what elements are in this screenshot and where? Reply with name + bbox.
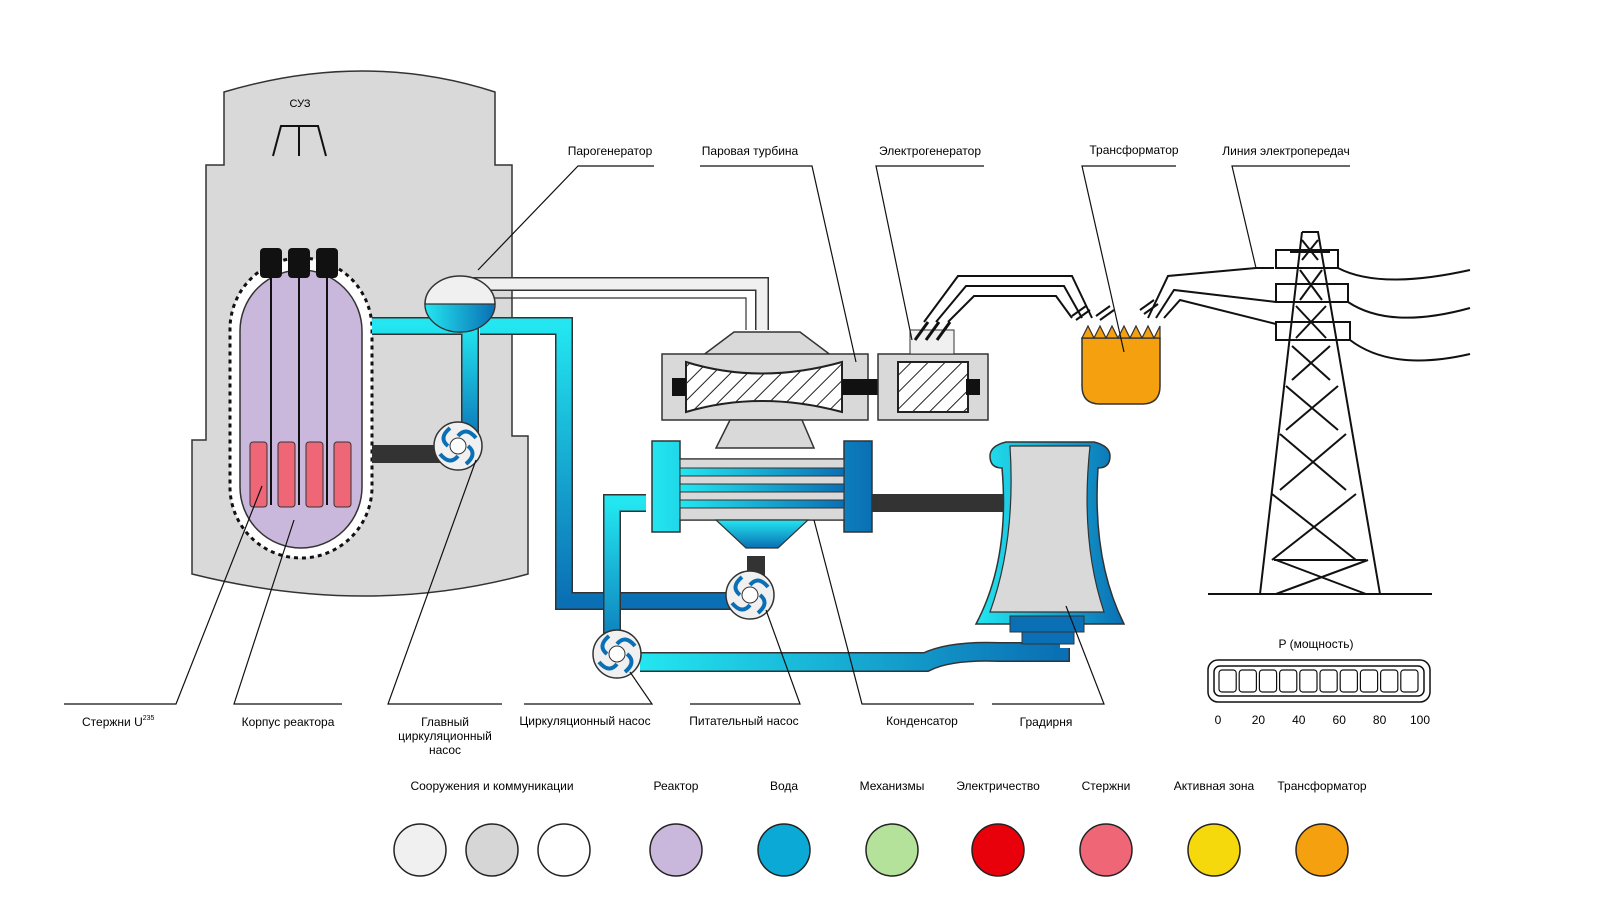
circulation-pump xyxy=(592,629,642,679)
legend-swatch xyxy=(1295,823,1349,877)
legend-swatch xyxy=(1187,823,1241,877)
fuel-rod-1 xyxy=(249,441,268,508)
legend: Сооружения и коммуникации Реактор Вода Меха… xyxy=(393,779,1367,877)
power-gauge-tick: 60 xyxy=(1333,713,1347,727)
steam-generator-label: Парогенератор xyxy=(568,144,653,158)
component-labels: Парогенератор Паровая турбина Электроген… xyxy=(82,143,1350,757)
electric-generator-label: Электрогенератор xyxy=(879,144,981,158)
main-pump-label-line3: насос xyxy=(429,743,461,757)
power-gauge-segment xyxy=(1218,669,1237,693)
legend-label: Активная зона xyxy=(1174,779,1255,793)
legend-label: Стержни xyxy=(1082,779,1131,793)
power-gauge-tick: 80 xyxy=(1373,713,1387,727)
steam-turbine-label: Паровая турбина xyxy=(702,144,799,158)
power-line-label: Линия электропередач xyxy=(1222,144,1349,158)
feed-pump-label: Питательный насос xyxy=(689,714,798,728)
power-gauge: P (мощность) 0 20 40 60 80 100 xyxy=(1207,637,1431,727)
power-gauge-segment xyxy=(1258,669,1278,693)
power-gauge-segment xyxy=(1299,669,1318,693)
transmission-pylon xyxy=(1259,231,1471,595)
power-gauge-segment xyxy=(1319,669,1338,693)
legend-label: Механизмы xyxy=(860,779,925,793)
legend-swatch xyxy=(865,823,919,877)
rod-drive-1 xyxy=(260,248,282,278)
legend-label: Электричество xyxy=(956,779,1040,793)
legend-label: Реактор xyxy=(654,779,699,793)
steam-generator xyxy=(424,275,496,333)
power-gauge-tick: 100 xyxy=(1410,713,1430,727)
fuel-rod-4 xyxy=(333,441,352,508)
condenser xyxy=(651,440,873,549)
legend-swatch xyxy=(537,823,591,877)
main-pump-label-line1: Главный xyxy=(421,715,469,729)
legend-label: Вода xyxy=(770,779,798,793)
legend-swatch xyxy=(393,823,447,877)
generator-wires xyxy=(923,275,1093,323)
fuel-rods-label: Стержни U235 xyxy=(82,715,155,729)
legend-swatch xyxy=(649,823,703,877)
power-gauge-title: P (мощность) xyxy=(1279,637,1354,651)
steam-turbine xyxy=(661,331,869,449)
suz-label: СУЗ xyxy=(290,98,311,110)
feed-pump xyxy=(725,570,775,620)
main-circulation-pump xyxy=(433,421,483,471)
fuel-rod-3 xyxy=(305,441,324,508)
rod-drive-3 xyxy=(316,248,338,278)
transformer xyxy=(1071,299,1161,405)
power-gauge-tick: 0 xyxy=(1215,713,1222,727)
steam-line xyxy=(470,277,769,330)
fuel-rod-2 xyxy=(277,441,296,508)
transmission-wires xyxy=(1147,267,1277,325)
transformer-label: Трансформатор xyxy=(1089,143,1179,157)
legend-swatch xyxy=(757,823,811,877)
power-gauge-segment xyxy=(1278,669,1298,693)
cooling-tower-label: Градирня xyxy=(1020,715,1073,729)
electric-generator xyxy=(877,321,989,421)
power-gauge-segment xyxy=(1379,669,1399,693)
power-gauge-segment xyxy=(1400,669,1419,693)
power-gauge-tick: 20 xyxy=(1252,713,1266,727)
rod-drive-2 xyxy=(288,248,310,278)
reactor xyxy=(228,248,374,560)
power-gauge-tick: 40 xyxy=(1292,713,1306,727)
power-gauge-segment xyxy=(1359,669,1379,693)
power-gauge-segment xyxy=(1339,669,1358,693)
leader-lines xyxy=(64,165,1350,705)
reactor-vessel-label: Корпус реактора xyxy=(242,715,335,729)
power-gauge-segment xyxy=(1238,669,1257,693)
legend-swatch xyxy=(465,823,519,877)
legend-swatch xyxy=(1079,823,1133,877)
main-pump-label-line2: циркуляционный xyxy=(398,729,492,743)
control-rod-drive: СУЗ xyxy=(272,98,327,157)
cooling-tower xyxy=(974,441,1126,645)
legend-label: Трансформатор xyxy=(1277,779,1367,793)
condenser-label: Конденсатор xyxy=(886,714,958,728)
circulation-pump-label: Циркуляционный насос xyxy=(519,714,650,728)
legend-swatch xyxy=(971,823,1025,877)
legend-label: Сооружения и коммуникации xyxy=(410,779,573,793)
